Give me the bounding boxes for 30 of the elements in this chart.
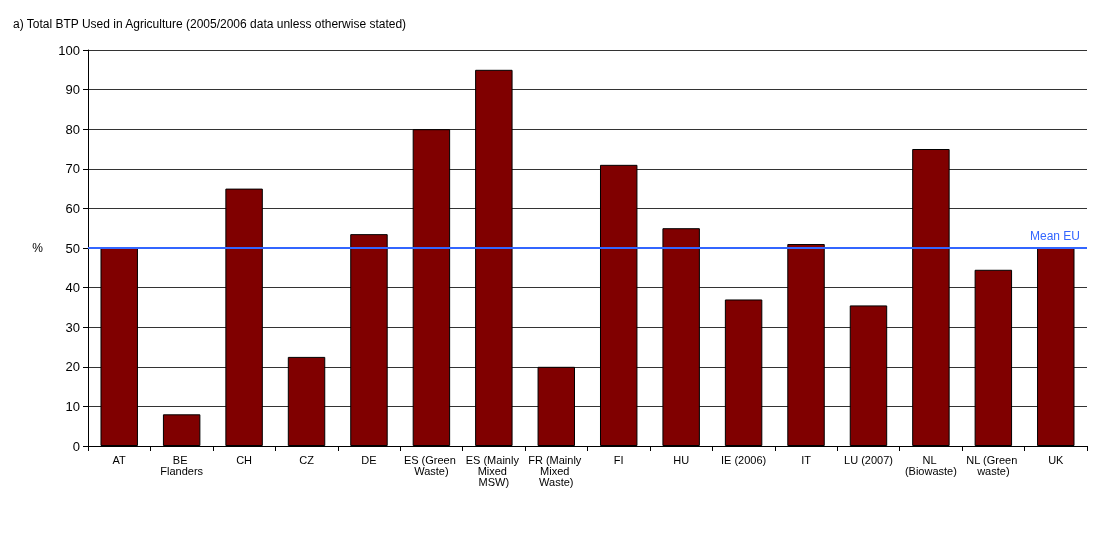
x-tick-label: DE [361, 453, 377, 466]
x-tick-label: FR (Mainly Mixed Waste) [528, 453, 585, 488]
y-tick-label: 100 [58, 42, 80, 58]
x-tick-label: CH [236, 453, 253, 466]
x-tick-label: BE Flanders [160, 453, 204, 477]
x-tick-label: IE (2006) [720, 453, 767, 466]
y-axis-title: % [32, 241, 44, 255]
y-tick-label: 90 [65, 82, 80, 98]
x-tick-label: ES (Mainly Mixed MSW) [465, 453, 522, 488]
y-tick-label: 0 [72, 438, 80, 454]
x-tick-label: FI [613, 453, 624, 466]
x-tick-label: HU [673, 453, 690, 466]
y-tick-label: 20 [65, 359, 80, 375]
ref-line-label: Mean EU [1029, 229, 1080, 243]
x-tick-label: ES (Green Waste) [403, 453, 459, 477]
x-tick-label: IT [801, 453, 812, 466]
x-tick-label: NL (Green waste) [966, 453, 1021, 477]
y-tick-label: 10 [65, 398, 80, 414]
chart-title: a) Total BTP Used in Agriculture (2005/2006 data unless otherwise stated) [13, 17, 407, 31]
x-tick-label: AT [112, 453, 127, 466]
x-tick-label: CZ [299, 453, 315, 466]
y-tick-label: 40 [65, 280, 80, 296]
y-tick-label: 80 [65, 121, 80, 137]
y-tick-label: 50 [65, 240, 80, 256]
y-tick-label: 30 [65, 319, 80, 335]
y-tick-label: 60 [65, 200, 80, 216]
x-tick-label: UK [1048, 453, 1065, 466]
x-tick-label: LU (2007) [844, 453, 893, 466]
y-tick-label: 70 [65, 161, 80, 177]
x-tick-label: NL (Biowaste) [904, 453, 957, 477]
